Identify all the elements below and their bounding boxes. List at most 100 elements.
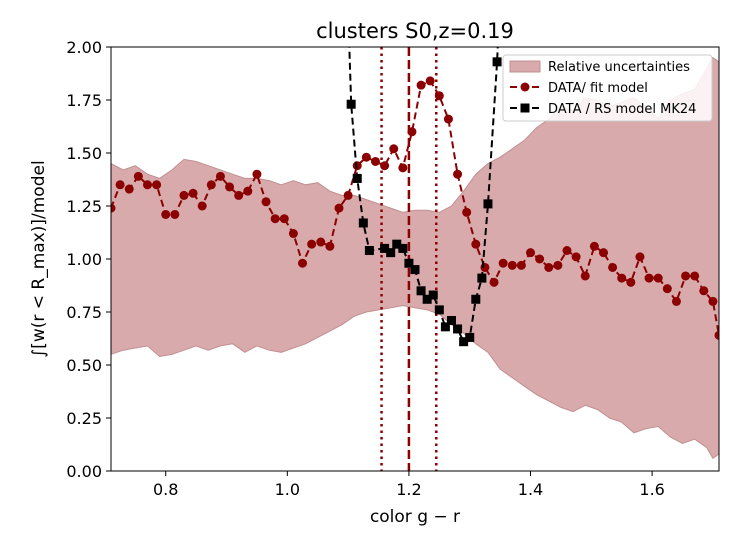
uncertainty-band: [111, 56, 719, 460]
point-fit-37: [443, 114, 453, 124]
point-rs-11: [422, 294, 432, 304]
y-tick-label-7: 1.75: [66, 91, 102, 110]
point-rs-8: [404, 258, 414, 268]
point-fit-44: [507, 260, 517, 270]
point-fit-39: [462, 207, 472, 217]
point-fit-55: [608, 262, 618, 272]
point-fit-42: [489, 277, 499, 287]
legend-box: [502, 54, 713, 122]
point-fit-56: [617, 273, 627, 283]
point-rs-20: [477, 273, 487, 283]
y-axis-ticks: 0.00 0.25 0.50 0.75 1.00 1.25 1.50 1.75 2.00: [66, 38, 111, 481]
point-fit-59: [644, 273, 654, 283]
legend-label-rs: DATA / RS model MK24: [548, 102, 696, 117]
point-fit-34: [416, 80, 426, 90]
point-fit-38: [453, 169, 463, 179]
point-fit-6: [161, 209, 171, 219]
point-fit-18: [270, 214, 280, 224]
point-fit-60: [653, 273, 663, 283]
point-rs-16: [453, 324, 463, 334]
series-0: [111, 76, 719, 340]
point-fit-64: [690, 271, 700, 281]
point-fit-65: [699, 286, 709, 296]
point-rs-6: [392, 239, 402, 249]
point-rs-2: [358, 218, 368, 228]
point-fit-48: [544, 262, 554, 272]
point-fit-40: [471, 239, 481, 249]
point-rs-22: [492, 57, 502, 67]
x-axis-ticks: 0.8 1.0 1.2 1.4 1.6: [153, 471, 665, 499]
point-fit-25: [334, 203, 344, 213]
point-fit-24: [325, 241, 335, 251]
point-fit-16: [252, 169, 262, 179]
point-fit-19: [279, 214, 289, 224]
y-tick-label-1: 0.25: [66, 409, 102, 428]
point-rs-0: [346, 99, 356, 109]
point-fit-17: [261, 197, 271, 207]
point-fit-21: [298, 258, 308, 268]
point-fit-15: [243, 186, 253, 196]
point-fit-10: [197, 201, 207, 211]
x-tick-label-1: 1.0: [275, 480, 300, 499]
point-fit-5: [152, 180, 162, 190]
chart-title: clusters S0,z=0.19: [316, 19, 514, 43]
point-fit-4: [142, 180, 152, 190]
point-fit-58: [635, 252, 645, 262]
y-axis-label: ∫[w(r < R_max)]/model: [29, 160, 49, 357]
x-tick-label-3: 1.4: [518, 480, 543, 499]
x-axis-label: color g − r: [370, 507, 460, 527]
point-fit-26: [343, 190, 353, 200]
point-fit-46: [526, 248, 536, 258]
point-fit-54: [598, 248, 608, 258]
legend-marker-fit: [520, 82, 530, 92]
point-fit-35: [425, 76, 435, 86]
point-rs-9: [410, 265, 420, 275]
point-fit-61: [662, 284, 672, 294]
y-tick-label-5: 1.25: [66, 197, 102, 216]
point-fit-22: [307, 239, 317, 249]
uncertainty-band-layer: [111, 56, 719, 460]
point-rs-17: [459, 337, 469, 347]
point-fit-14: [234, 190, 244, 200]
point-fit-28: [361, 152, 371, 162]
series-1: [346, 47, 502, 347]
y-tick-label-8: 2.00: [66, 38, 102, 57]
point-fit-67: [714, 330, 719, 340]
y-tick-label-4: 1.00: [66, 250, 102, 269]
point-fit-57: [626, 277, 636, 287]
point-fit-2: [124, 184, 134, 194]
point-rs-18: [465, 332, 475, 342]
legend-marker-rs: [520, 103, 530, 113]
point-rs-14: [440, 322, 450, 332]
point-fit-62: [671, 296, 681, 306]
point-rs-12: [428, 290, 438, 300]
point-rs-3: [364, 246, 374, 256]
point-fit-51: [571, 252, 581, 262]
legend-swatch-band: [509, 60, 541, 73]
point-fit-13: [225, 182, 235, 192]
y-tick-label-2: 0.50: [66, 356, 102, 375]
point-fit-9: [188, 188, 198, 198]
point-fit-49: [553, 260, 563, 270]
y-tick-label-6: 1.50: [66, 144, 102, 163]
point-fit-63: [681, 271, 691, 281]
point-fit-43: [498, 258, 508, 268]
y-tick-label-3: 0.75: [66, 303, 102, 322]
point-rs-10: [416, 286, 426, 296]
point-rs-7: [398, 243, 408, 253]
point-fit-27: [352, 161, 362, 171]
point-fit-29: [370, 156, 380, 166]
point-rs-21: [483, 199, 493, 209]
legend-label-fit: DATA/ fit model: [548, 81, 648, 96]
point-fit-3: [133, 171, 143, 181]
point-fit-45: [516, 260, 526, 270]
point-rs-5: [386, 248, 396, 258]
point-fit-7: [170, 209, 180, 219]
legend: Relative uncertainties DATA/ fit model DAT…: [502, 54, 713, 122]
x-tick-label-4: 1.6: [639, 480, 664, 499]
point-fit-50: [562, 246, 572, 256]
point-fit-32: [398, 163, 408, 173]
point-rs-19: [471, 294, 481, 304]
point-fit-47: [535, 254, 545, 264]
